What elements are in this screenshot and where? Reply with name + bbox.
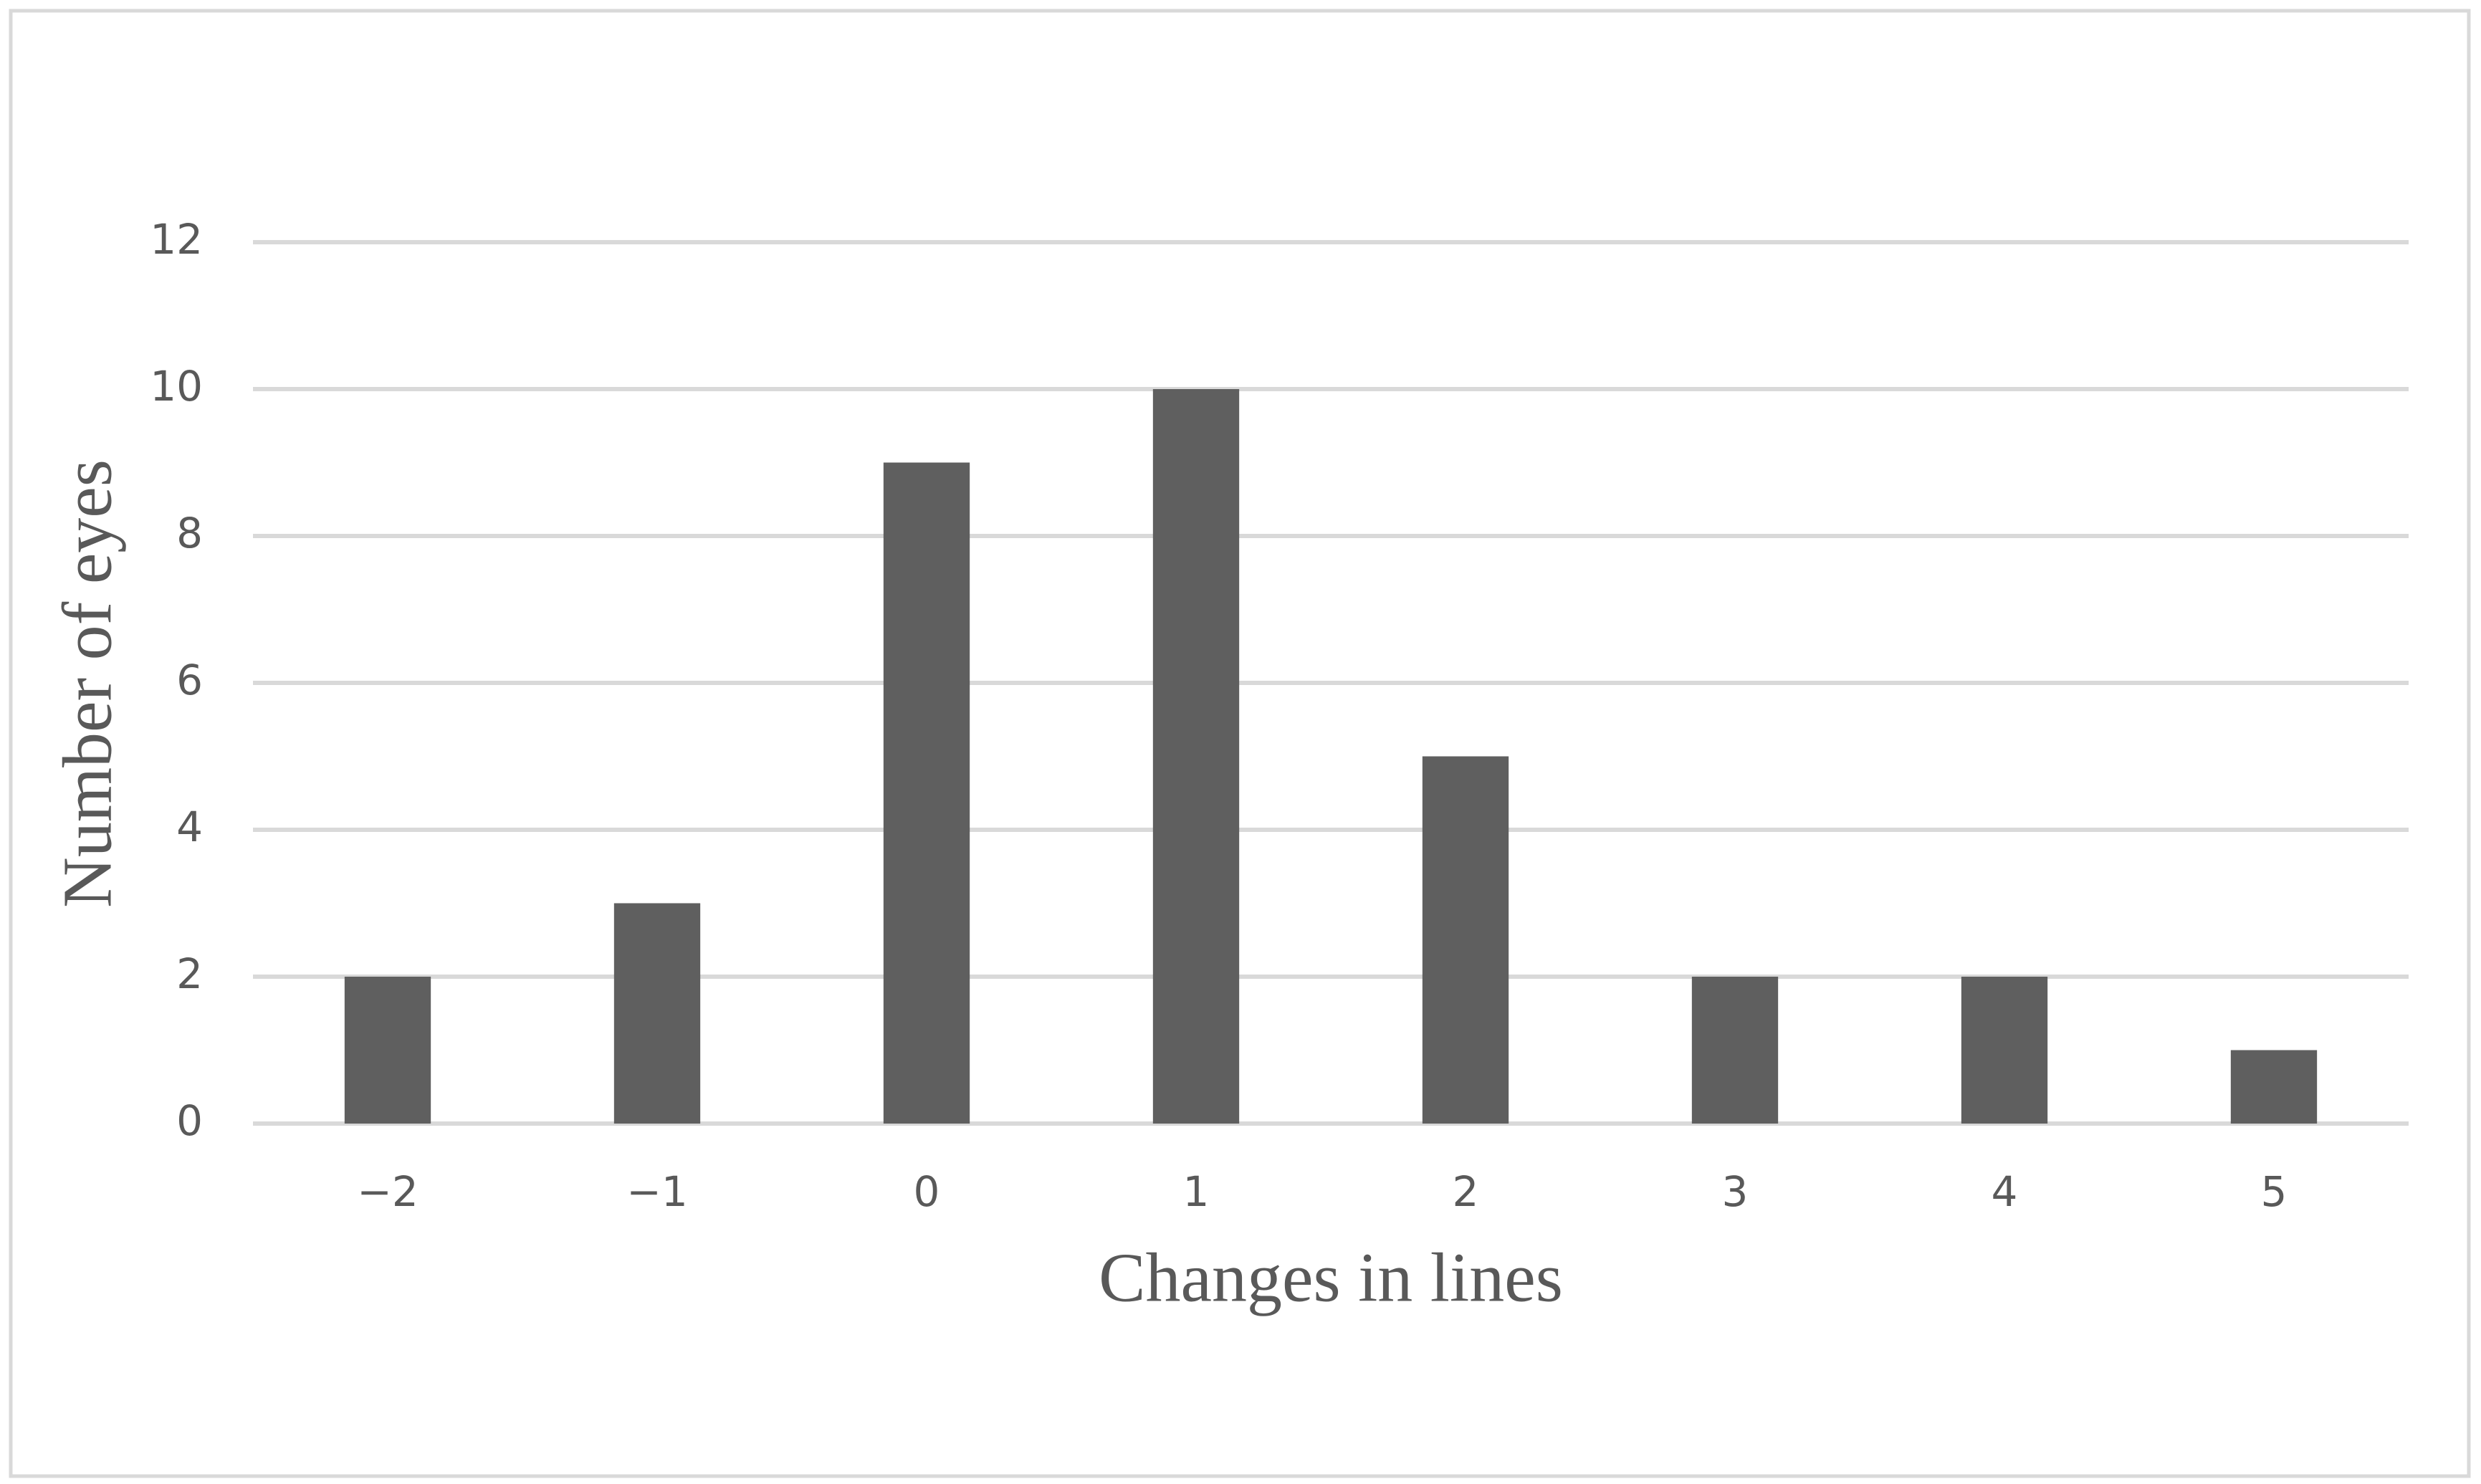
bar [1691,977,1779,1124]
x-tick-label: 1 [1183,1167,1210,1216]
y-tick-label: 6 [176,656,203,704]
x-tick-label: 4 [1992,1167,2018,1216]
y-axis-title: Number of eyes [49,459,126,908]
x-tick-label: 2 [1453,1167,1479,1216]
y-tick-label: 4 [176,803,203,851]
y-tick-label: 0 [176,1096,203,1145]
bar [1961,977,2048,1124]
y-tick-label: 10 [150,362,203,411]
chart-border [9,9,2471,1478]
bar [1152,389,1240,1124]
x-tick-label: 3 [1722,1167,1749,1216]
y-tick-label: 12 [150,215,203,264]
y-tick-label: 2 [176,949,203,998]
x-tick-label: −1 [626,1167,688,1216]
x-axis-title: Changes in lines [1099,1239,1563,1316]
x-tick-label: 0 [914,1167,940,1216]
bar [613,903,701,1124]
bar [2230,1050,2318,1124]
bar [883,462,970,1124]
x-tick-label: 5 [2261,1167,2288,1216]
bar [1422,756,1509,1124]
bar [344,977,431,1124]
x-tick-label: −2 [357,1167,419,1216]
y-tick-label: 8 [176,509,203,557]
